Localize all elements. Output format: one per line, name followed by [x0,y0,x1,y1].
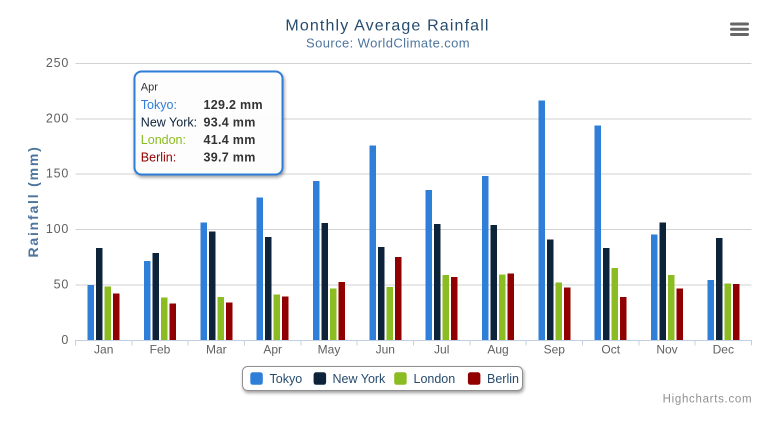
svg-text:Mar: Mar [206,343,227,357]
svg-text:50: 50 [54,278,70,292]
svg-text:Nov: Nov [656,343,677,357]
svg-text:Highcharts.com: Highcharts.com [663,394,753,406]
svg-text:Monthly Average Rainfall: Monthly Average Rainfall [285,18,489,35]
svg-text:150: 150 [46,167,69,181]
svg-text:93.4 mm: 93.4 mm [204,115,256,129]
svg-text:New York: New York [333,372,387,386]
svg-text:Jan: Jan [94,343,113,357]
svg-text:Tokyo:: Tokyo: [141,98,177,112]
svg-text:Apr: Apr [263,343,282,357]
svg-text:200: 200 [46,111,69,125]
svg-text:May: May [318,343,341,357]
svg-text:0: 0 [61,333,69,347]
svg-text:Berlin: Berlin [487,372,519,386]
svg-text:250: 250 [46,56,69,70]
svg-text:Oct: Oct [601,343,620,357]
svg-text:Berlin:: Berlin: [141,150,176,164]
svg-text:Tokyo: Tokyo [270,372,303,386]
svg-text:100: 100 [46,222,69,236]
svg-text:41.4 mm: 41.4 mm [204,133,256,147]
svg-text:Aug: Aug [487,343,508,357]
svg-text:Jul: Jul [434,343,449,357]
svg-text:Feb: Feb [150,343,171,357]
svg-text:London: London [414,372,456,386]
svg-text:Rainfall (mm): Rainfall (mm) [25,145,41,257]
svg-text:Dec: Dec [713,343,734,357]
svg-text:Jun: Jun [376,343,395,357]
svg-text:129.2 mm: 129.2 mm [204,98,263,112]
svg-text:New York:: New York: [141,115,197,129]
svg-text:London:: London: [141,133,186,147]
svg-text:Source: WorldClimate.com: Source: WorldClimate.com [306,36,470,51]
svg-text:Sep: Sep [544,343,566,357]
svg-text:Apr: Apr [141,82,158,94]
svg-text:39.7 mm: 39.7 mm [204,150,256,164]
